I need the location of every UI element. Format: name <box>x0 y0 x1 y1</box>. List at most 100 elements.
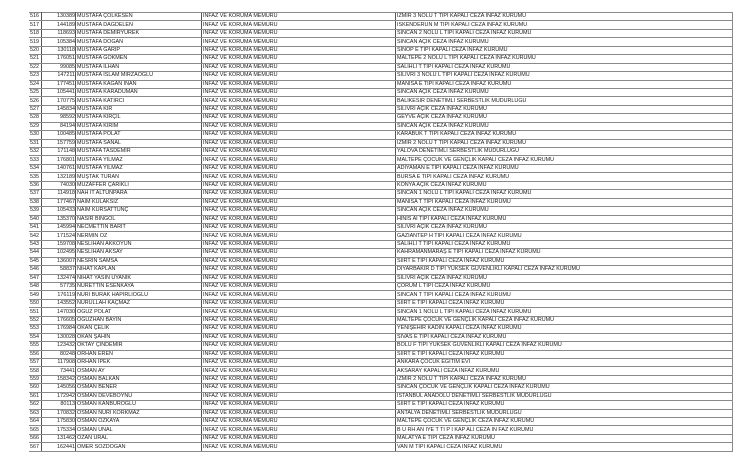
table-row: 538 177467 NAIM KULAKSIZ INFAZ VE KORUMA ME… <box>29 198 733 208</box>
row-number-cell: 565 <box>29 425 42 435</box>
full-name-cell: OSMAN UNAL <box>75 425 202 435</box>
institution-cell: MALTEPE ÇOCUK VE GENÇLIK KAPALI CEZA INF… <box>395 316 733 326</box>
full-name-cell: OSMAN BENER <box>75 383 202 393</box>
institution-cell: MANISA T TIPI KAPALI CEZA INFAZ KURUMU <box>395 198 733 208</box>
row-number-cell: 522 <box>29 63 42 73</box>
institution-cell: MALTEPE ÇOCUK VE GENÇLIK KAPALI CEZA INF… <box>395 155 733 165</box>
full-name-cell: NESLIHAN AKSAY <box>75 248 202 258</box>
job-title-cell: INFAZ VE KORUMA MEMURU <box>201 155 396 165</box>
table-row: 559 158342 OSMAN BALKAN INFAZ VE KORUMA MEM… <box>29 375 733 385</box>
institution-cell: IZMIR 2 NOLU T TIPI KAPALI CEZA INFAZ KU… <box>395 375 733 385</box>
registry-number-cell: 158342 <box>41 375 76 385</box>
institution-cell: SINCAN 1 NOLU L TIPI KAPALI CEZA INFAZ K… <box>395 189 733 199</box>
row-number-cell: 541 <box>29 223 42 233</box>
job-title-cell: INFAZ VE KORUMA MEMURU <box>201 324 396 334</box>
table-row: 548 57735 NURETTIN ESENKAYA INFAZ VE KORUMA… <box>29 282 733 292</box>
institution-cell: SIVAS E TIPI KAPALI CEZA INFAZ KURUMU <box>395 333 733 343</box>
job-title-cell: INFAZ VE KORUMA MEMURU <box>201 198 396 208</box>
registry-number-cell: 131462 <box>41 434 76 444</box>
table-row: 566 131462 OZAN URAL INFAZ VE KORUMA MEMURU… <box>29 434 733 444</box>
registry-number-cell: 145994 <box>41 223 76 233</box>
row-number-cell: 566 <box>29 434 42 444</box>
institution-cell: SIIRT E TIPI KAPALI CEZA INFAZ KURUMU <box>395 350 733 359</box>
table-row: 545 136007 NESRIN SAMSA INFAZ VE KORUMA MEM… <box>29 257 733 267</box>
registry-number-cell: 144189 <box>41 20 76 30</box>
table-row: 527 145834 MUSTAFA KIR INFAZ VE KORUMA MEMU… <box>29 105 733 115</box>
full-name-cell: ORHAN EREN <box>75 350 202 359</box>
registry-number-cell: 130389 <box>41 11 76 22</box>
table-row: 526 170775 MUSTAFA KATIRCI INFAZ VE KORUMA … <box>29 96 733 106</box>
institution-cell: YENIŞEHIR KADIN KAPALI CEZA INFAZ KURUMU <box>395 324 733 334</box>
row-number-cell: 528 <box>29 113 42 123</box>
registry-number-cell: 147211 <box>41 71 76 81</box>
table-row: 523 147211 MUSTAFA ISLAM MIRZAOGLU INFAZ VE… <box>29 71 733 81</box>
table-row: 549 176119 NURI BURAK HAPIRLIOGLU INFAZ VE … <box>29 290 733 300</box>
registry-number-cell: 177451 <box>41 80 76 89</box>
job-title-cell: INFAZ VE KORUMA MEMURU <box>201 425 396 435</box>
table-row: 534 140761 MUSTAFA YILMAZ INFAZ VE KORUMA M… <box>29 164 733 174</box>
institution-cell: HINIS AI TIPI KAPALI CEZA INFAZ KURUMU <box>395 215 733 224</box>
full-name-cell: OSMAN OZKAYA <box>75 417 202 427</box>
personnel-table: 516 130389 MUSTAFA ÇOLKESEN INFAZ VE KORUMA… <box>29 11 733 452</box>
institution-cell: KONYA AÇIK CEZA INFAZ KURUMU <box>395 181 733 191</box>
registry-number-cell: 177467 <box>41 198 76 208</box>
row-number-cell: 523 <box>29 71 42 81</box>
job-title-cell: INFAZ VE KORUMA MEMURU <box>201 290 396 300</box>
row-number-cell: 536 <box>29 181 42 191</box>
job-title-cell: INFAZ VE KORUMA MEMURU <box>201 54 396 64</box>
institution-cell: B U RH AN IYE T TI P I KAP ALI CEZA IN F… <box>395 425 733 435</box>
row-number-cell: 549 <box>29 290 42 300</box>
row-number-cell: 554 <box>29 333 42 343</box>
job-title-cell: INFAZ VE KORUMA MEMURU <box>201 392 396 402</box>
job-title-cell: INFAZ VE KORUMA MEMURU <box>201 181 396 191</box>
institution-cell: SINCAN AÇIK CEZA INFAZ KURUMU <box>395 122 733 132</box>
registry-number-cell: 114918 <box>41 189 76 199</box>
row-number-cell: 558 <box>29 366 42 376</box>
row-number-cell: 547 <box>29 274 42 284</box>
row-number-cell: 534 <box>29 164 42 174</box>
row-number-cell: 525 <box>29 88 42 98</box>
row-number-cell: 546 <box>29 265 42 275</box>
job-title-cell: INFAZ VE KORUMA MEMURU <box>201 240 396 250</box>
registry-number-cell: 170832 <box>41 409 76 419</box>
full-name-cell: MUŞTAK TURAN <box>75 172 202 182</box>
job-title-cell: INFAZ VE KORUMA MEMURU <box>201 71 396 81</box>
institution-cell: MANISA E TIPI KAPALI CEZA INFAZ KURUMU <box>395 80 733 89</box>
row-number-cell: 538 <box>29 198 42 208</box>
table-row: 567 162441 OMER SOZDOGAN INFAZ VE KORUMA ME… <box>29 442 733 452</box>
registry-number-cell: 58837 <box>41 265 76 275</box>
institution-cell: SINCAN 1 NOLU L TIPI KAPALI CEZA INFAZ K… <box>395 307 733 317</box>
table-row: 541 145994 NECMETTIN BARIT INFAZ VE KORUMA … <box>29 223 733 233</box>
registry-number-cell: 136007 <box>41 257 76 267</box>
institution-cell: KARABUK T TIPI KAPALI CEZA INFAZ KURUMU <box>395 130 733 140</box>
job-title-cell: INFAZ VE KORUMA MEMURU <box>201 333 396 343</box>
row-number-cell: 524 <box>29 80 42 89</box>
job-title-cell: INFAZ VE KORUMA MEMURU <box>201 417 396 427</box>
table-row: 525 105441 MUSTAFA KARADUMAN INFAZ VE KORUM… <box>29 88 733 98</box>
row-number-cell: 559 <box>29 375 42 385</box>
row-number-cell: 548 <box>29 282 42 292</box>
job-title-cell: INFAZ VE KORUMA MEMURU <box>201 231 396 241</box>
row-number-cell: 529 <box>29 122 42 132</box>
table-row: 528 98592 MUSTAFA KIRÇIL INFAZ VE KORUMA ME… <box>29 113 733 123</box>
institution-cell: BURSA E TIPI KAPALI CEZA INFAZ KURUMU <box>395 172 733 182</box>
row-number-cell: 532 <box>29 147 42 157</box>
institution-cell: ANTALYA DENETIMLI SERBESTLIK MUDURLUGU <box>395 409 733 419</box>
full-name-cell: MUSTAFA DEMIRYUREK <box>75 29 202 39</box>
job-title-cell: INFAZ VE KORUMA MEMURU <box>201 248 396 258</box>
table-row: 555 123432 OKTAY ÇINDEMIR INFAZ VE KORUMA M… <box>29 341 733 351</box>
job-title-cell: INFAZ VE KORUMA MEMURU <box>201 375 396 385</box>
full-name-cell: MUSTAFA ILHAN <box>75 63 202 73</box>
table-row: 546 58837 NIHAT KAPLAN INFAZ VE KORUMA MEMU… <box>29 265 733 275</box>
table-row: 552 176605 OGUZHAN BAYIN INFAZ VE KORUMA ME… <box>29 316 733 326</box>
table-row: 531 157759 MUSTAFA SANAL INFAZ VE KORUMA ME… <box>29 139 733 149</box>
row-number-cell: 553 <box>29 324 42 334</box>
row-number-cell: 564 <box>29 417 42 427</box>
job-title-cell: INFAZ VE KORUMA MEMURU <box>201 29 396 39</box>
job-title-cell: INFAZ VE KORUMA MEMURU <box>201 366 396 376</box>
job-title-cell: INFAZ VE KORUMA MEMURU <box>201 105 396 115</box>
table-row: 522 99085 MUSTAFA ILHAN INFAZ VE KORUMA MEM… <box>29 63 733 73</box>
table-row: 544 102495 NESLIHAN AKSAY INFAZ VE KORUMA M… <box>29 248 733 258</box>
job-title-cell: INFAZ VE KORUMA MEMURU <box>201 307 396 317</box>
table-row: 517 144189 MUSTAFA DAGDELEN INFAZ VE KORUMA… <box>29 20 733 30</box>
